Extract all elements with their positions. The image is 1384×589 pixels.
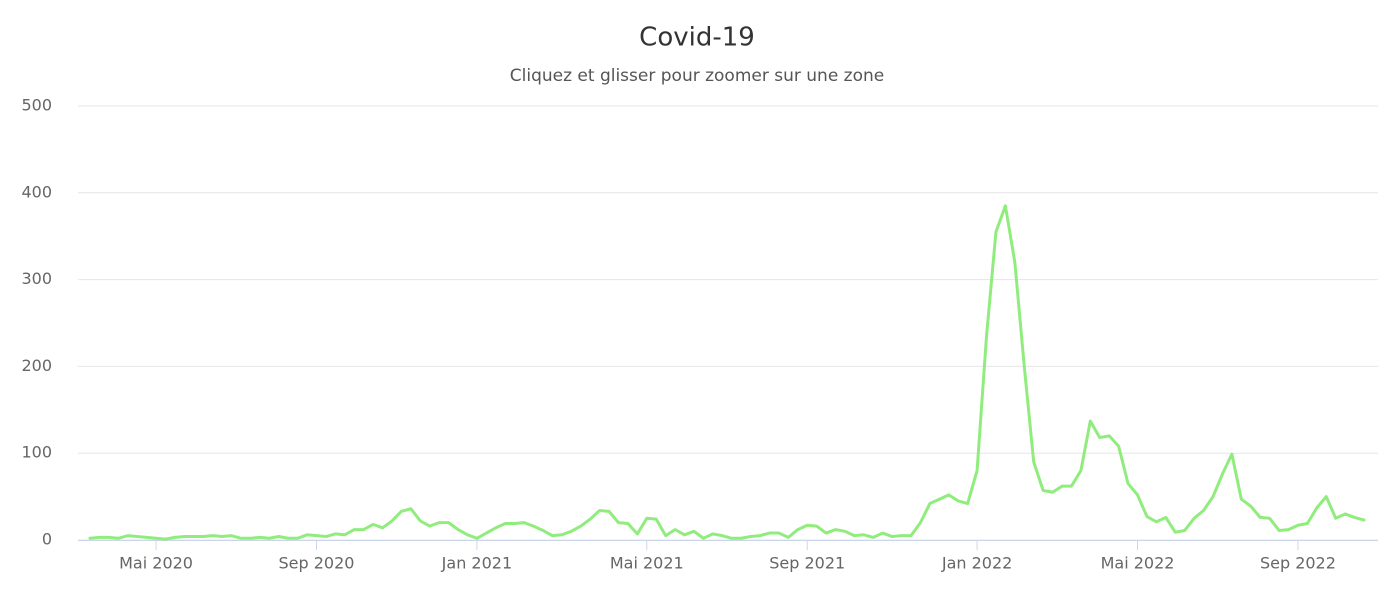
y-tick-label: 400 [21, 182, 52, 201]
chart-subtitle: Cliquez et glisser pour zoomer sur une z… [510, 66, 885, 86]
x-tick-label: Sep 2022 [1260, 554, 1336, 573]
y-tick-label: 0 [42, 530, 52, 549]
x-tick-label: Sep 2020 [279, 554, 355, 573]
y-tick-label: 300 [21, 269, 52, 288]
data-line [88, 204, 1366, 541]
chart-title: Covid-19 [639, 23, 755, 53]
x-tick-label: Sep 2021 [769, 554, 845, 573]
x-tick-label: Jan 2021 [441, 554, 512, 573]
x-tick-label: Mai 2022 [1101, 554, 1175, 573]
y-tick-label: 200 [21, 356, 52, 375]
y-tick-label: 100 [21, 443, 52, 462]
x-tick-label: Mai 2020 [119, 554, 193, 573]
y-tick-label: 500 [21, 96, 52, 115]
x-tick-label: Jan 2022 [941, 554, 1012, 573]
x-tick-label: Mai 2021 [610, 554, 684, 573]
